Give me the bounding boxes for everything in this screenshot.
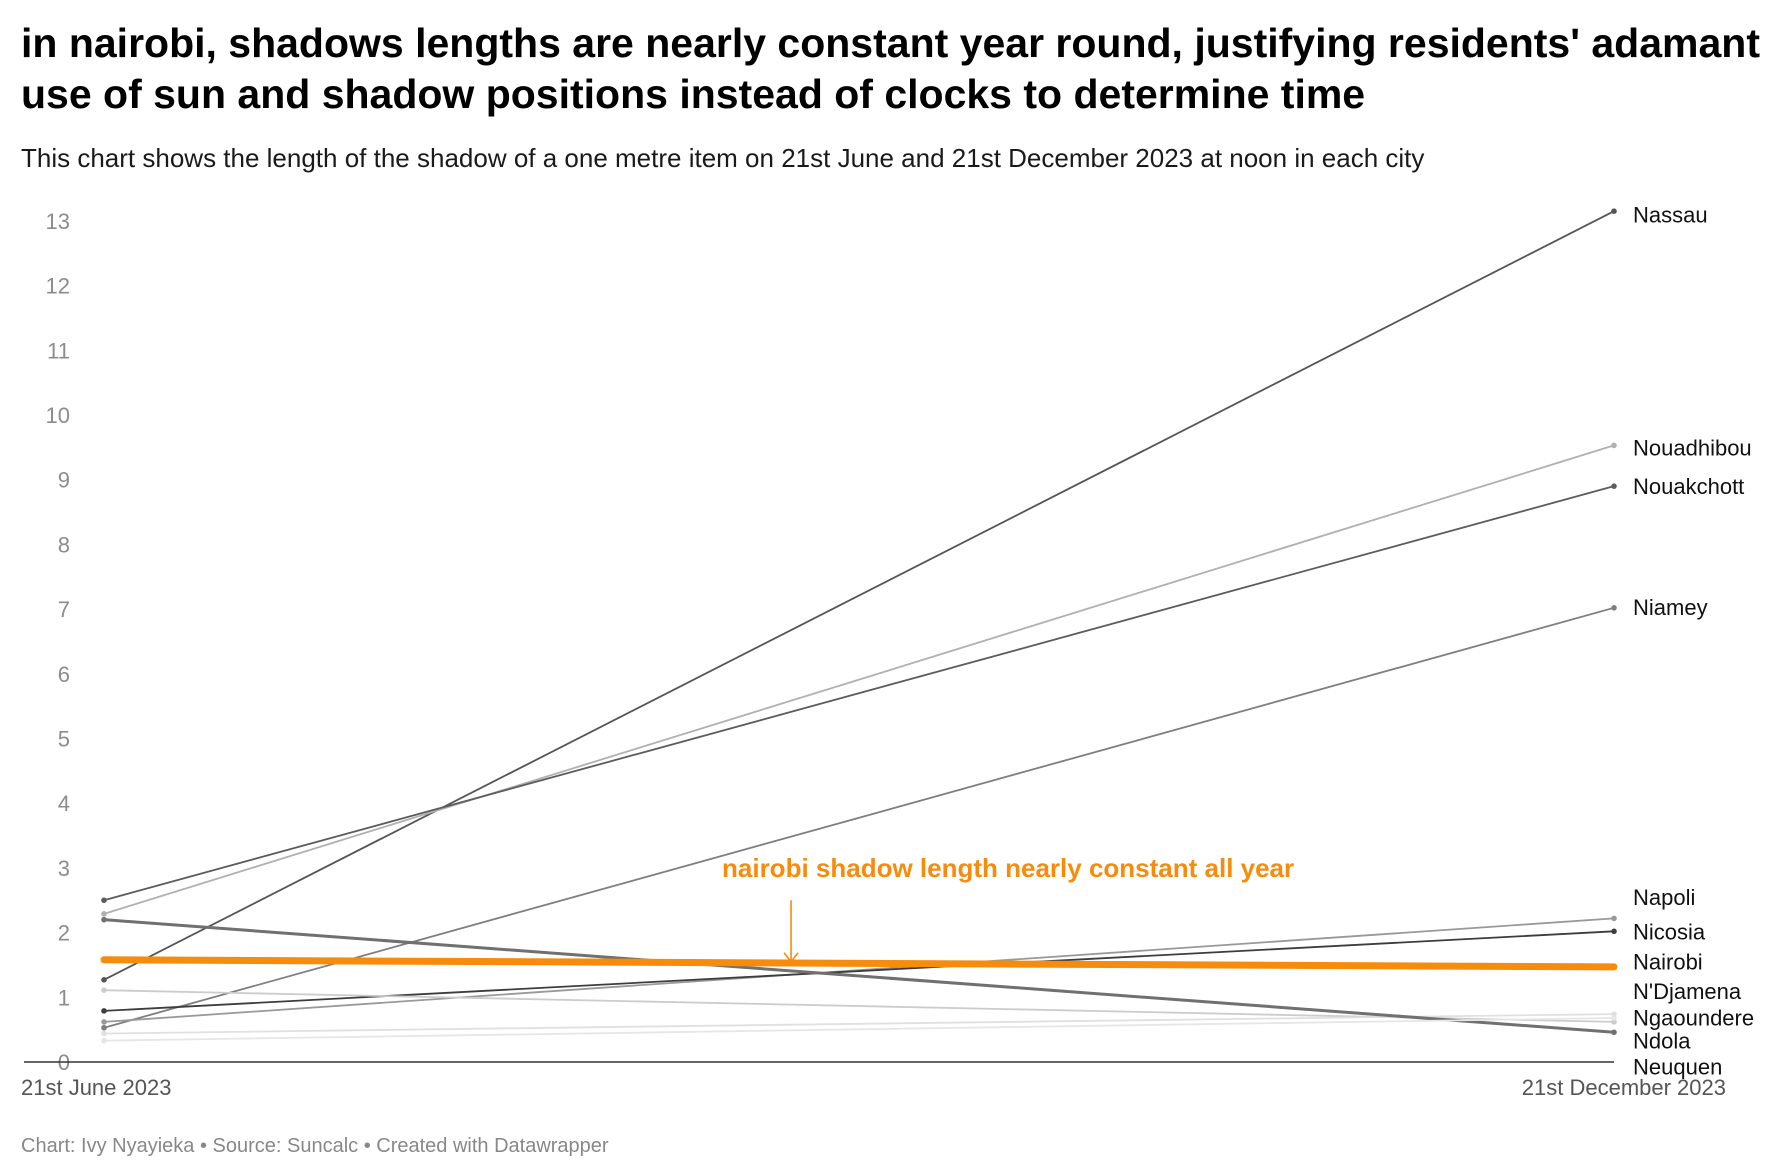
series-line-nouakchott (103, 485, 1615, 902)
y-tick-label: 7 (58, 597, 70, 622)
series-label-ngaoundere: Ngaoundere (1633, 1005, 1754, 1030)
y-tick-label: 1 (58, 985, 70, 1010)
y-tick-label: 2 (58, 921, 70, 946)
series-line-nairobi (100, 956, 1618, 971)
y-tick-label: 4 (58, 791, 70, 816)
y-tick-label: 12 (46, 274, 70, 299)
series-label-n-djamena: N'Djamena (1633, 979, 1742, 1004)
series-label-nouakchott: Nouakchott (1633, 474, 1744, 499)
series-labels: Nassau Nouadhibou Nouakchott Niamey Napoli Ni… (1633, 202, 1754, 1079)
y-tick-label: 11 (47, 338, 70, 363)
series-label-nairobi: Nairobi (1633, 950, 1703, 975)
y-tick-label: 6 (58, 662, 70, 687)
x-tick-label: 21st December 2023 (1522, 1075, 1726, 1100)
series-label-niamey: Niamey (1633, 595, 1708, 620)
page-subtitle: This chart shows the length of the shado… (21, 143, 1425, 173)
series-line-ngaoundere (103, 1013, 1615, 1035)
series-label-nicosia: Nicosia (1633, 919, 1706, 944)
series-line-nicosia (103, 930, 1615, 1012)
data-point-ngaoundere (101, 1030, 107, 1037)
data-point-niamey (1611, 605, 1617, 611)
data-point-nouakchott (101, 897, 107, 904)
y-tick-label: 13 (46, 209, 70, 234)
y-tick-label: 3 (58, 856, 70, 881)
series-line-nouadhibou (103, 444, 1615, 915)
annotation: nairobi shadow length nearly constant al… (722, 853, 1294, 964)
series-line-napoli (103, 917, 1615, 1023)
series-label-nouadhibou: Nouadhibou (1633, 435, 1752, 460)
data-point-neuquen (1611, 1015, 1617, 1021)
data-point-ndola (1611, 1029, 1617, 1036)
data-point-nicosia (1611, 928, 1617, 935)
data-point-niamey (101, 1024, 107, 1031)
data-point-nouadhibou (1611, 442, 1617, 449)
series-lines (100, 208, 1618, 1044)
series-line-ndola (102, 918, 1616, 1034)
data-point-n-djamena (1611, 1019, 1617, 1025)
y-tick-label: 5 (58, 727, 70, 752)
data-point-nouadhibou (101, 911, 107, 917)
series-label-ndola: Ndola (1633, 1029, 1691, 1054)
data-point-ndola (101, 916, 107, 923)
chart-footer: Chart: Ivy Nyayieka • Source: Suncalc • … (21, 1135, 609, 1157)
data-point-ngaoundere (1611, 1011, 1617, 1017)
series-line-nassau (103, 210, 1615, 981)
page-title: in nairobi, shadows lengths are nearly c… (21, 20, 1760, 117)
series-line-neuquen (103, 1017, 1615, 1042)
data-point-nassau (1611, 208, 1617, 214)
series-label-nassau: Nassau (1633, 202, 1708, 227)
data-point-napoli (1611, 915, 1617, 922)
data-point-nouakchott (1611, 483, 1617, 489)
y-tick-label: 9 (58, 468, 70, 493)
y-tick-label: 8 (58, 532, 70, 557)
x-tick-label: 21st June 2023 (21, 1075, 171, 1100)
y-tick-label: 10 (46, 403, 70, 428)
x-axis-ticks: 21st June 2023 21st December 2023 (21, 1075, 1726, 1100)
annotation-text: nairobi shadow length nearly constant al… (722, 853, 1294, 883)
data-point-nassau (101, 977, 107, 983)
data-point-nicosia (101, 1008, 107, 1014)
series-label-neuquen: Neuquen (1633, 1055, 1722, 1080)
series-label-napoli: Napoli (1633, 885, 1695, 910)
data-point-neuquen (101, 1037, 107, 1044)
data-point-napoli (101, 1019, 107, 1025)
data-point-n-djamena (101, 987, 107, 993)
annotation-arrow-head (783, 952, 799, 964)
